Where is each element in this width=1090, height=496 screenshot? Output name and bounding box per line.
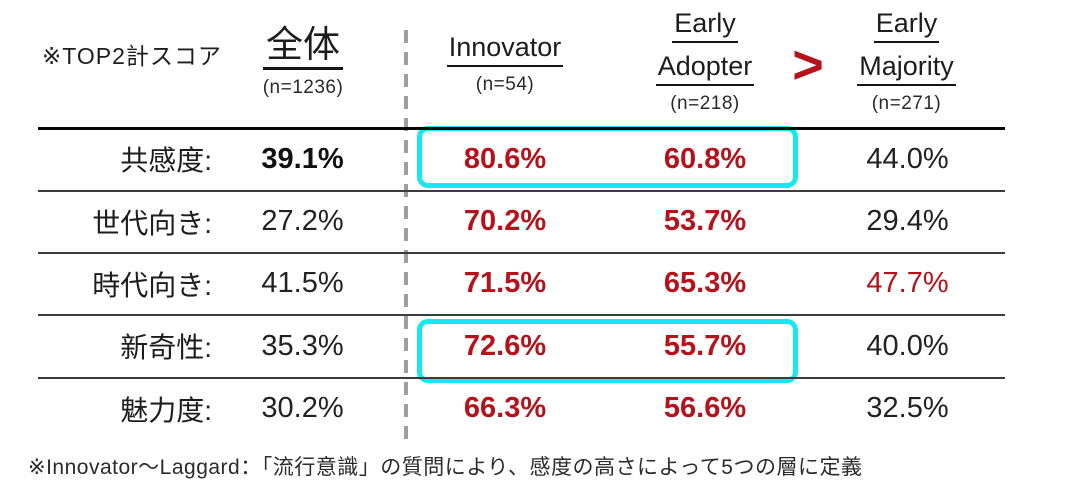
early-adopter-value: 65.3% [663, 267, 747, 300]
table-rule-3 [38, 314, 1005, 316]
overall-label: 全体 [263, 26, 343, 70]
early-majority-n: (n=271) [871, 93, 942, 114]
column-header-early-adopter: Early Adopter (n=218) [600, 10, 810, 115]
innovator-value: 72.6% [463, 329, 547, 362]
spacer [375, 253, 410, 315]
row-label: 時代向き: [92, 269, 212, 301]
early-majority-value: 44.0% [866, 142, 949, 175]
overall-value: 27.2% [261, 205, 344, 238]
overall-value: 30.2% [261, 392, 344, 425]
score-table-body: 共感度: 39.1% 80.6% 60.8% 44.0% 世代向き: 27.2%… [38, 128, 1005, 440]
overall-n: (n=1236) [262, 77, 344, 98]
column-header-early-majority: Early Majority (n=271) [808, 10, 1005, 115]
table-rule-1 [38, 190, 1005, 192]
early-adopter-value: 60.8% [663, 142, 747, 175]
table-rule-top [38, 127, 1005, 130]
dashed-divider [404, 30, 408, 448]
spacer [375, 378, 410, 440]
top2-score-note: ※TOP2計スコア [42, 43, 222, 69]
innovator-value: 66.3% [463, 392, 547, 425]
innovator-n: (n=54) [475, 74, 535, 95]
column-header-innovator: Innovator (n=54) [410, 34, 600, 96]
early-majority-label-line1: Early [873, 10, 940, 43]
early-majority-value: 40.0% [866, 329, 949, 362]
spacer [375, 128, 410, 190]
table-rule-2 [38, 252, 1005, 254]
early-majority-value: 29.4% [866, 205, 949, 238]
early-majority-label-line2: Majority [857, 53, 956, 86]
row-label: 新奇性: [120, 332, 212, 364]
highlight-box-shinkisei [417, 319, 798, 383]
greater-than-symbol: > [792, 35, 824, 95]
row-label: 世代向き: [92, 207, 212, 239]
early-adopter-label-line2: Adopter [655, 53, 755, 86]
column-header-overall: 全体 (n=1236) [228, 26, 378, 99]
innovator-value: 71.5% [463, 267, 547, 300]
early-adopter-label-line1: Early [672, 10, 738, 43]
early-adopter-value: 56.6% [663, 392, 747, 425]
table-rule-4 [38, 377, 1005, 379]
spacer [375, 190, 410, 252]
overall-value: 39.1% [261, 142, 344, 175]
row-label: 魅力度: [120, 394, 212, 426]
innovator-value: 80.6% [463, 142, 547, 175]
definition-footnote: ※Innovator～Laggard：「流行意識」の質問により、感度の高さによっ… [28, 456, 863, 479]
early-majority-value: 32.5% [866, 392, 949, 425]
overall-value: 35.3% [261, 329, 344, 362]
early-adopter-n: (n=218) [670, 93, 740, 114]
early-adopter-value: 55.7% [663, 329, 747, 362]
overall-value: 41.5% [261, 267, 344, 300]
innovator-label: Innovator [446, 34, 564, 67]
innovator-value: 70.2% [463, 205, 547, 238]
early-adopter-value: 53.7% [663, 205, 747, 238]
row-label: 共感度: [120, 145, 212, 177]
spacer [375, 315, 410, 377]
early-majority-value: 47.7% [866, 267, 949, 300]
